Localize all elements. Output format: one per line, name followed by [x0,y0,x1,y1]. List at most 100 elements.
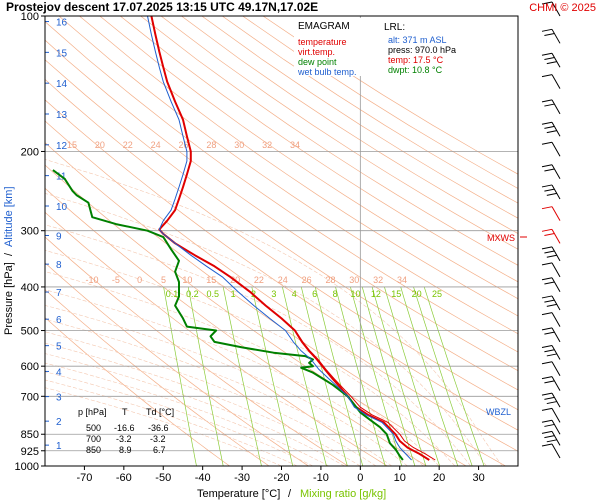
mixing-ratio-label: 30 [349,275,359,285]
mixing-ratio-label: 34 [290,140,300,150]
y-tick-label: 1000 [15,461,39,473]
x-tick-label: -10 [313,472,329,484]
y-tick-label: 400 [21,282,39,294]
altitude-tick-label: 13 [56,110,68,121]
table-cell: -3.2 [116,434,132,444]
wind-barb-staff [551,408,561,423]
wind-barb-feather [541,262,553,266]
lrl-press: press: 970.0 hPa [388,45,456,55]
wind-barb-staff [551,184,561,200]
plot-frame [44,15,519,467]
dry-adiabat [160,16,518,250]
y-tick-label: 850 [21,429,39,441]
wind-barb [541,443,561,459]
wind-barb-staff [551,121,561,137]
legend-item-wet-bulb: wet bulb temp. [297,67,357,77]
y-tick-label: 700 [21,391,39,403]
series-line-dew-point [52,169,404,461]
wind-barb-staff [551,164,561,180]
table-cell: 8.9 [119,445,132,455]
wind-barb-feather [544,233,555,237]
wind-barb-staff [551,345,561,360]
dry-adiabat [58,16,518,335]
x-tick-label: -40 [195,472,211,484]
dry-adiabat [45,39,518,372]
altitude-tick-label: 12 [56,141,68,152]
mixing-ratio-label: 25 [432,289,442,299]
wind-barb-staff [551,312,561,327]
wind-barb-feather [541,228,553,232]
y-tick-label: 925 [21,446,39,458]
legend-item-dew-point: dew point [298,57,337,67]
wind-barb-staff [551,327,561,343]
wind-barb-feather [546,192,557,196]
wind-barb-staff [551,99,561,115]
wind-barb-feather [541,52,553,56]
table-header-t: T [122,407,128,417]
mixing-ratio-label: 20 [95,140,105,150]
altitude-tick-label: 2 [56,417,62,428]
mixing-ratio-label: 24 [278,275,288,285]
mixing-ratio-label: 0.5 [207,289,220,299]
dry-adiabat [201,16,518,219]
wind-barb-feather [544,103,555,107]
wind-barb-staff [551,246,561,262]
series-line-virt-temp [150,16,436,461]
x-axis-label-secondary: Mixing ratio [g/kg] [300,488,386,500]
x-tick-label: -60 [116,472,132,484]
legend-item-temperature: temperature [298,37,347,47]
wind-barb-feather [546,439,557,443]
table-header-td: Td [°C] [146,407,174,417]
background-lines: 15 20 22 24 26 28 30 32 34-10 -5 0 5 10 15 20 22 24 26 28 3… [45,16,518,466]
mixing-ratio-label: 8 [333,289,338,299]
wbzl-marker: WBZL [486,407,511,417]
mixing-ratio-label: 6 [312,289,317,299]
x-tick-label: 20 [433,472,445,484]
mixing-ratio-label: 15 [67,140,77,150]
altitude-tick-label: 1 [56,441,62,452]
wind-barb-feather [541,246,553,250]
summary-table: p [hPa] T Td [°C] 500 -16.6 -36.6 700 -3… [78,407,174,455]
wind-barb-feather [546,61,557,65]
table-cell: -16.6 [114,423,135,433]
wind-barb-feather [541,295,553,299]
wind-barb [541,164,561,180]
dry-adiabat [45,59,518,391]
altitude-tick-label: 7 [56,288,62,299]
wind-barb-feather [544,349,555,353]
mixing-ratio-label: 3 [271,289,276,299]
y-axis-label-secondary: Altitude [km] [3,186,15,247]
wind-barb [541,99,561,115]
mixing-ratio-label: 32 [262,140,272,150]
table-cell: 850 [86,445,101,455]
mixing-ratio-label: -5 [112,275,120,285]
wind-barb [541,312,561,327]
wind-barb [541,262,561,278]
wind-barb-feather [541,28,553,32]
y-tick-label: 600 [21,361,39,373]
wind-barb-feather [546,303,557,307]
wind-barb-feather [541,277,553,281]
x-tick-label: -20 [274,472,290,484]
y-tick-label: 100 [21,11,39,23]
table-header-p: p [hPa] [78,407,107,417]
wind-barb-staff [551,1,561,17]
wind-barb [541,74,561,89]
wind-barb-staff [551,431,561,446]
mixing-ratio-label: 0.2 [186,289,199,299]
series-line-wet-bulb-temp [147,16,412,461]
table-cell: 6.7 [153,445,166,455]
mixing-ratio-label: 0 [137,275,142,285]
x-axis-label: Temperature [°C] [197,488,280,500]
x-tick-label: -30 [234,472,250,484]
wind-barb-column [541,1,561,459]
wind-barb-feather [541,1,553,5]
wind-barb-staff [551,53,561,68]
altitude-tick-label: 9 [56,231,62,242]
wind-barb-staff [551,74,561,89]
dry-adiabat [119,16,518,283]
wind-barb-feather [541,419,553,423]
lrl-box: LRL: alt: 371 m ASL press: 970.0 hPa tem… [382,18,478,76]
mixing-ratio-label: -10 [85,275,98,285]
wind-barb-feather [546,401,557,405]
